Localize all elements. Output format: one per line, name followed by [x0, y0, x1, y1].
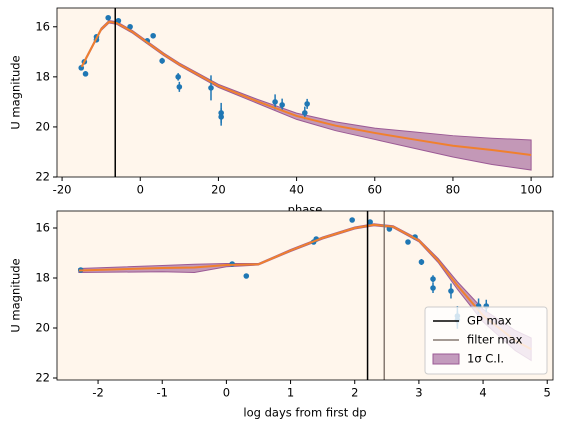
x-tick-label: 0: [223, 386, 230, 400]
data-point: [272, 99, 278, 105]
legend-label: 1σ C.I.: [467, 352, 504, 366]
data-point: [176, 84, 183, 90]
y-tick-label: 20: [35, 321, 50, 335]
x-tick-label: 60: [367, 183, 382, 197]
data-point: [150, 32, 156, 39]
axes-frame: [56, 7, 554, 178]
x-tick-label: -2: [92, 386, 103, 400]
x-tick-label: 20: [211, 183, 226, 197]
data-point: [302, 110, 308, 116]
data-point: [367, 219, 373, 225]
data-point: [82, 71, 89, 77]
y-axis-label: U magnitude: [9, 55, 23, 129]
x-tick-label: 80: [446, 183, 461, 197]
x-tick-label: 40: [289, 183, 304, 197]
data-point: [175, 74, 181, 80]
y-tick-label: 20: [35, 119, 50, 133]
y-tick-label: 22: [35, 170, 50, 184]
x-tick-label: 5: [544, 386, 551, 400]
data-point: [448, 288, 454, 294]
y-tick-label: 16: [35, 19, 50, 33]
plot-area: [78, 8, 532, 177]
gp-curve: [78, 223, 532, 351]
y-tick-label: 18: [35, 69, 50, 83]
x-tick-label: -20: [53, 183, 72, 197]
data-point: [243, 273, 250, 279]
legend: GP max filter max 1σ C.I.: [424, 306, 548, 375]
data-point: [349, 217, 355, 223]
data-point: [304, 101, 310, 107]
legend-label: filter max: [467, 333, 523, 347]
y-tick-label: 16: [35, 221, 50, 235]
y-axis-label: U magnitude: [9, 258, 23, 332]
legend-label: GP max: [467, 314, 512, 328]
data-point: [159, 58, 165, 64]
data-point: [127, 23, 133, 30]
data-point: [218, 114, 224, 120]
data-point: [386, 226, 393, 232]
axes: -2 -1 0 1 2 3 4 5 16 18 20 22 log days from first dp…: [9, 210, 554, 420]
x-tick-label: 2: [351, 386, 358, 400]
x-tick-label: 0: [137, 183, 144, 197]
x-tick-label: 100: [520, 183, 542, 197]
data-point: [405, 239, 411, 245]
x-axis-label: log days from first dp: [243, 406, 366, 420]
x-tick-label: 1: [287, 386, 294, 400]
data-point: [430, 285, 436, 291]
x-tick-label: -1: [156, 386, 167, 400]
y-tick-label: 18: [35, 271, 50, 285]
legend-swatch: [432, 353, 460, 365]
x-tick-label: 3: [415, 386, 422, 400]
data-point: [430, 276, 436, 282]
data-point: [208, 85, 214, 91]
data-point: [279, 102, 285, 108]
data-point: [105, 14, 112, 21]
gp-curve: [80, 20, 532, 156]
y-tick-label: 22: [35, 371, 50, 385]
x-tick-label: 4: [479, 386, 486, 400]
data-point: [418, 259, 425, 265]
axes-frame: [56, 210, 554, 381]
